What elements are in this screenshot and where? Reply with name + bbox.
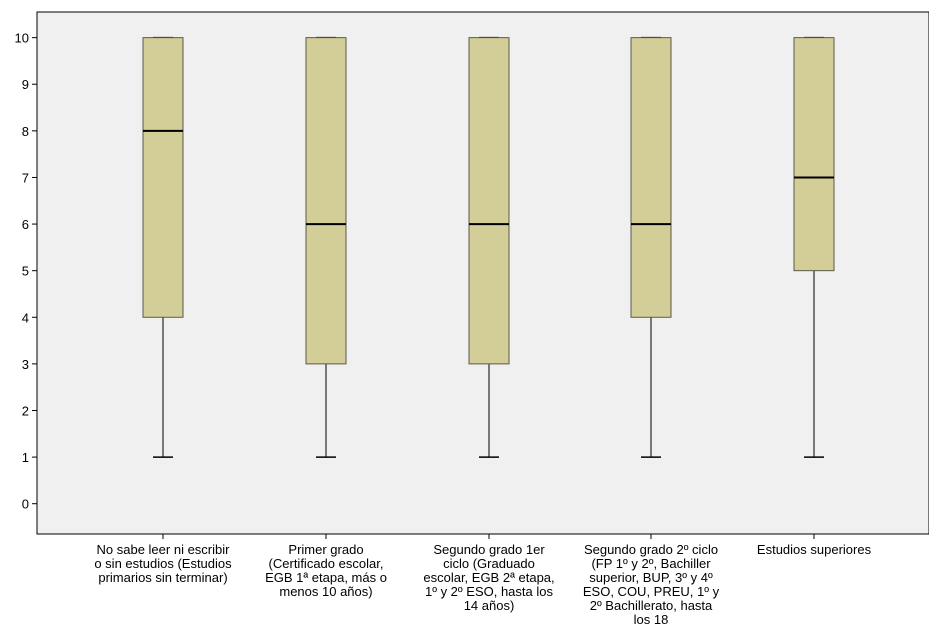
x-tick-label: Segundo grado 2º ciclo (FP 1º y 2º, Bach…: [582, 542, 720, 627]
y-tick-label: 1: [22, 450, 29, 465]
y-tick-label: 6: [22, 217, 29, 232]
box-group: [630, 36, 672, 458]
y-tick-label: 8: [22, 124, 29, 139]
x-tick-label: Segundo grado 1er ciclo (Graduado escola…: [423, 542, 555, 613]
y-tick-label: 10: [15, 31, 29, 46]
x-tick-label: No sabe leer ni escribir o sin estudios …: [94, 542, 232, 585]
y-tick-label: 3: [22, 357, 29, 372]
box: [142, 37, 184, 318]
x-axis: [162, 534, 815, 539]
box-group: [793, 36, 835, 458]
y-tick-label: 4: [22, 310, 29, 325]
box: [793, 37, 835, 272]
y-tick-label: 9: [22, 77, 29, 92]
y-tick-label: 0: [22, 497, 29, 512]
box: [630, 37, 672, 318]
y-tick-label: 7: [22, 170, 29, 185]
x-tick-label: Estudios superiores: [756, 542, 872, 557]
box-group: [142, 36, 184, 458]
x-tick-label: Primer grado (Certificado escolar, EGB 1…: [265, 542, 387, 599]
y-tick-label: 5: [22, 264, 29, 279]
y-tick-label: 2: [22, 403, 29, 418]
y-axis: 0 1 2 3 4 5 6 7 8 9 10: [15, 31, 37, 512]
box-group: [468, 36, 510, 458]
box: [468, 37, 510, 365]
box: [305, 37, 347, 365]
box-group: [305, 36, 347, 458]
boxes: [142, 36, 835, 458]
